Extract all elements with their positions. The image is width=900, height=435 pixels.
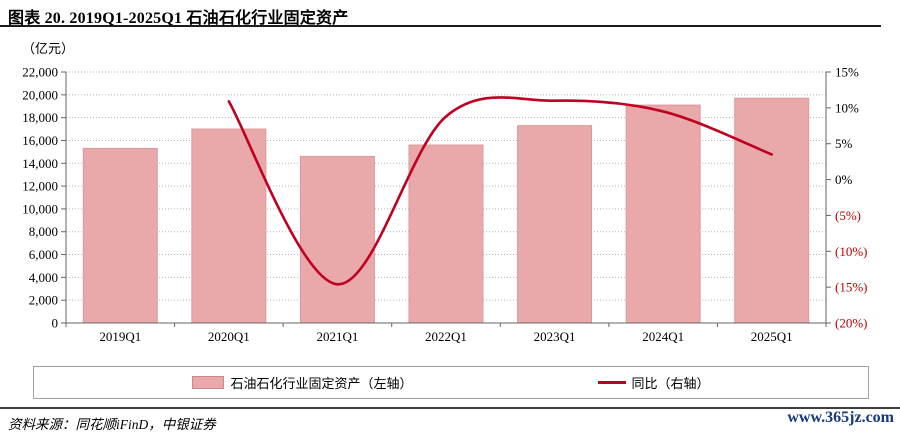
y-axis-left-label: 0 [52,316,59,331]
bar-swatch-icon [192,376,225,389]
x-axis-label: 2019Q1 [99,329,141,344]
legend-label-line: 同比（右轴） [631,376,710,391]
x-axis-label: 2023Q1 [534,329,576,344]
website-link[interactable]: www.365jz.com [787,409,894,426]
legend-label-bar: 石油石化行业固定资产（左轴） [230,376,413,391]
y-axis-right-label: (20%) [835,316,868,331]
trend-line [227,96,774,286]
y-axis-left-label: 22,000 [22,65,58,80]
y-axis-right-label: 15% [835,65,859,80]
axis-unit-label: （亿元） [22,41,75,56]
footer-divider [0,407,900,409]
bar [82,147,158,324]
page-title: 图表 20. 2019Q1-2025Q1 石油石化行业固定资产 [8,10,349,27]
y-axis-right-label: 0% [835,172,853,187]
y-axis-right-label: 10% [835,100,859,115]
y-axis-left-label: 16,000 [22,133,58,148]
y-axis-left-label: 4,000 [29,270,58,285]
bar [191,128,267,324]
title-underline [0,25,881,27]
y-axis-left-label: 8,000 [29,224,58,239]
legend-item-line: 同比（右轴） [597,373,710,392]
bar [408,144,484,324]
y-axis-right-label: (10%) [835,244,868,259]
x-axis-label: 2025Q1 [751,329,793,344]
y-axis-left-label: 14,000 [22,156,58,171]
y-axis-right-label: (5%) [835,208,861,223]
bar [517,125,593,324]
legend: 石油石化行业固定资产（左轴） 同比（右轴） [33,366,869,399]
line-swatch-icon [597,381,626,384]
y-axis-left-label: 6,000 [29,247,58,262]
source-note: 资料来源：同花顺iFinD，中银证券 [8,417,216,432]
y-axis-left-label: 18,000 [22,110,58,125]
y-axis-left-label: 2,000 [29,293,58,308]
bar [625,104,701,324]
bar [299,155,375,324]
bar [734,97,810,324]
y-axis-right-label: (15%) [835,280,868,295]
x-axis-label: 2022Q1 [425,329,467,344]
x-axis-label: 2024Q1 [642,329,684,344]
y-axis-left-label: 20,000 [22,87,58,102]
x-axis-label: 2021Q1 [316,329,358,344]
legend-item-bar: 石油石化行业固定资产（左轴） [192,373,413,392]
y-axis-left-label: 10,000 [22,201,58,216]
y-axis-right-label: 5% [835,136,853,151]
x-axis-label: 2020Q1 [208,329,250,344]
y-axis-left-label: 12,000 [22,179,58,194]
